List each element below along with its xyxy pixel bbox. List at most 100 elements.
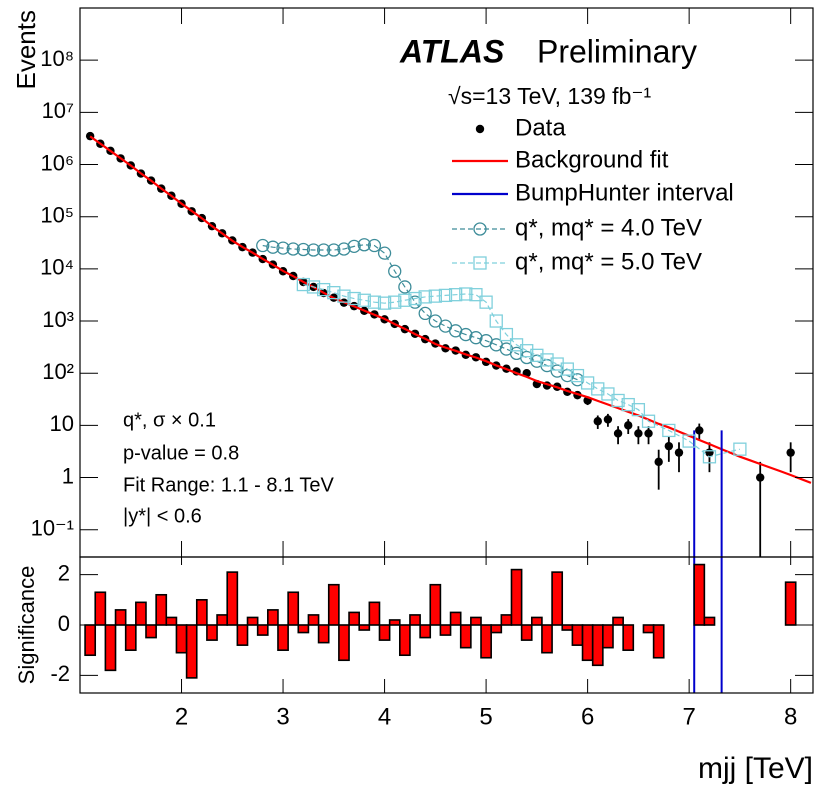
signal-point bbox=[306, 280, 321, 294]
data-point bbox=[674, 448, 684, 457]
signal-point bbox=[469, 288, 483, 302]
significance-bar bbox=[409, 614, 421, 626]
signal-point bbox=[473, 256, 487, 270]
signal-point bbox=[296, 242, 311, 257]
significance-bar bbox=[622, 624, 635, 651]
signal-point bbox=[459, 287, 473, 301]
signal-point bbox=[398, 293, 412, 307]
lower-plot-area bbox=[84, 557, 797, 693]
significance-bar bbox=[104, 624, 117, 672]
signal-point bbox=[317, 282, 331, 297]
significance-bar bbox=[490, 624, 503, 634]
x-tick-label: 4 bbox=[378, 703, 391, 730]
signal-point bbox=[540, 353, 554, 367]
signal-point bbox=[631, 403, 646, 417]
significance-bar bbox=[642, 624, 655, 634]
significance-bar bbox=[591, 624, 604, 667]
x-tick-label: 8 bbox=[784, 703, 797, 730]
y-axis-label: Events bbox=[11, 10, 41, 90]
signal-point bbox=[327, 285, 341, 300]
signal-point bbox=[286, 242, 300, 256]
significance-bar bbox=[114, 609, 127, 626]
legend: Data Background fit BumpHunter interval q*,… bbox=[452, 114, 734, 275]
significance-bar bbox=[277, 624, 289, 651]
y-tick-label: 10⁻¹ bbox=[31, 516, 74, 541]
signal-point bbox=[357, 238, 371, 252]
significance-bar bbox=[94, 591, 107, 626]
significance-bar bbox=[338, 624, 350, 662]
x-tick-label: 2 bbox=[175, 703, 188, 730]
y-tick-label: 10³ bbox=[42, 307, 74, 332]
signal-point bbox=[469, 331, 483, 345]
energy-label: √s=13 TeV, 139 fb⁻¹ bbox=[448, 83, 652, 109]
y-tick-label: 10⁶ bbox=[40, 150, 74, 175]
data-point bbox=[756, 473, 765, 482]
significance-bar bbox=[419, 624, 432, 639]
data-point bbox=[786, 448, 795, 457]
data-point bbox=[634, 429, 643, 438]
annotation: p-value = 0.8 bbox=[123, 442, 239, 464]
significance-bar bbox=[368, 601, 381, 626]
x-tick-label: 5 bbox=[479, 703, 492, 730]
signal-point bbox=[357, 293, 371, 307]
significance-bar bbox=[784, 581, 797, 626]
y-tick-label: 10² bbox=[42, 359, 74, 384]
signal-point bbox=[317, 243, 331, 257]
upper-plot-area bbox=[85, 131, 812, 557]
signal-point bbox=[641, 414, 656, 428]
significance-bar bbox=[561, 624, 574, 631]
significance-bar bbox=[480, 624, 492, 659]
legend-label: Data bbox=[515, 114, 566, 141]
significance-bar bbox=[226, 571, 239, 626]
significance-bar bbox=[358, 624, 371, 631]
annotation: Fit Range: 1.1 - 8.1 TeV bbox=[123, 474, 335, 496]
significance-bar bbox=[378, 624, 391, 641]
signal-point bbox=[733, 442, 747, 456]
signal-point bbox=[337, 289, 351, 303]
y-tick-label: 2 bbox=[58, 560, 70, 585]
y-tick-label: 10⁵ bbox=[40, 203, 74, 228]
significance-bar bbox=[612, 616, 624, 626]
significance-bar bbox=[459, 624, 472, 649]
signal-line bbox=[303, 283, 741, 458]
significance-bar bbox=[297, 624, 310, 634]
legend-label: q*, mq* = 4.0 TeV bbox=[515, 214, 702, 241]
signal-point bbox=[327, 243, 341, 257]
significance-bar bbox=[500, 614, 513, 626]
y-axis-label: Significance bbox=[14, 566, 39, 685]
significance-bar bbox=[530, 616, 543, 626]
y-tick-label: 0 bbox=[58, 611, 70, 636]
significance-bar bbox=[135, 601, 147, 626]
signal-point bbox=[296, 277, 311, 292]
signal-point bbox=[570, 368, 585, 383]
legend-label: Background fit bbox=[515, 146, 669, 173]
signal-point bbox=[428, 289, 442, 303]
lower-frame bbox=[79, 556, 814, 694]
legend-marker bbox=[475, 124, 485, 134]
significance-bar bbox=[449, 611, 462, 626]
significance-bar bbox=[470, 616, 482, 626]
fit-line bbox=[89, 135, 812, 484]
significance-bar bbox=[571, 624, 584, 646]
signal-point bbox=[611, 393, 625, 408]
signal-point bbox=[256, 238, 270, 253]
significance-bar bbox=[520, 624, 533, 641]
significance-bar bbox=[541, 624, 553, 654]
signal-point bbox=[479, 295, 493, 309]
signal-point bbox=[621, 397, 635, 412]
signal-point bbox=[448, 288, 463, 302]
significance-bar bbox=[327, 583, 340, 626]
legend-label: q*, mq* = 5.0 TeV bbox=[515, 248, 702, 275]
significance-bar bbox=[693, 563, 706, 626]
significance-bar bbox=[429, 583, 442, 626]
signal-point bbox=[550, 357, 564, 371]
x-tick-label: 3 bbox=[276, 703, 289, 730]
significance-bar bbox=[216, 614, 229, 626]
data-point bbox=[624, 421, 633, 430]
significance-bar bbox=[267, 609, 279, 626]
significance-bar bbox=[206, 624, 218, 641]
signal-point bbox=[388, 264, 402, 278]
data-point bbox=[603, 415, 613, 424]
signal-point bbox=[408, 291, 422, 306]
signal-point bbox=[530, 348, 544, 362]
